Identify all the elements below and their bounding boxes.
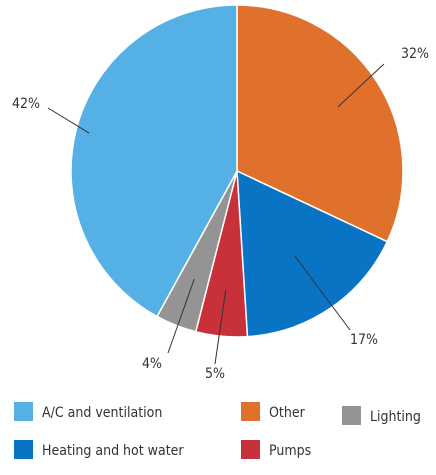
pie-slice-heating-and-hot-water (236, 169, 389, 338)
slice-label: 5% (205, 366, 225, 382)
legend-label: A/C and ventilation (42, 405, 162, 421)
pie-slices (70, 4, 404, 338)
legend-label: Heating and hot water (42, 443, 184, 459)
legend-item: Lighting (342, 406, 421, 425)
legend-item: Pumps (241, 440, 311, 459)
legend-item: A/C and ventilation (14, 402, 162, 421)
slice-labels: 32% 17% 5% 4% 42% (12, 46, 429, 382)
legend-swatch (14, 402, 33, 421)
pie-slice-a-c-and-ventilation (70, 4, 238, 318)
legend-swatch (14, 440, 33, 459)
slice-label: 4% (142, 356, 162, 372)
leader-line (214, 289, 227, 365)
legend-swatch (342, 406, 361, 425)
leader-line (294, 255, 351, 331)
legend-label: Pumps (269, 443, 311, 459)
legend-swatch (241, 440, 260, 459)
legend-label: Lighting (370, 409, 421, 425)
leader-line (167, 278, 195, 354)
legend-item: Heating and hot water (14, 440, 184, 459)
leader-lines (47, 63, 385, 365)
legend: A/C and ventilation Other Lighting Heating … (14, 402, 421, 459)
legend-swatch (241, 402, 260, 421)
legend-label: Other (269, 405, 306, 421)
slice-label: 42% (12, 96, 40, 112)
leader-line (337, 63, 385, 108)
pie-slice-other (236, 4, 404, 243)
legend-item: Other (241, 402, 306, 421)
leader-line (47, 107, 90, 134)
slice-label: 17% (350, 332, 378, 348)
slice-label: 32% (401, 46, 429, 62)
